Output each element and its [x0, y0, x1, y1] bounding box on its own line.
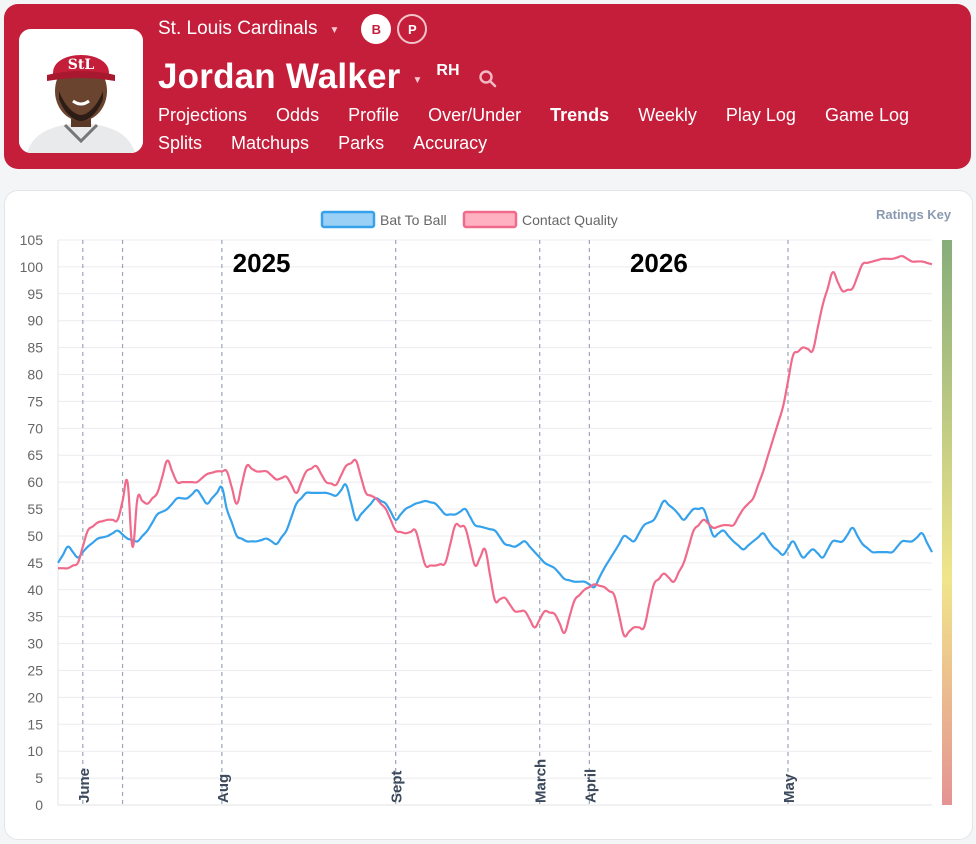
player-name: Jordan Walker [158, 57, 401, 96]
contact-quality-line [57, 254, 933, 638]
nav-projections[interactable]: Projections [158, 105, 248, 125]
nav-row-2: Splits Matchups Parks Accuracy [158, 133, 516, 154]
player-dropdown-caret-icon[interactable]: ▼ [412, 74, 423, 86]
y-tick-label: 95 [27, 286, 43, 302]
y-tick-label: 10 [27, 743, 43, 759]
legend-label[interactable]: Bat To Ball [380, 212, 447, 228]
nav-accuracy[interactable]: Accuracy [413, 133, 488, 153]
month-marker-label: Sept [389, 770, 406, 803]
y-tick-label: 85 [27, 340, 43, 356]
legend-contact-quality[interactable]: Contact Quality [462, 210, 618, 229]
nav-row-1: Projections Odds Profile Over/Under Tren… [158, 105, 938, 126]
handedness-badge: RH [436, 62, 460, 79]
month-marker-label: March [533, 759, 550, 803]
nav-odds[interactable]: Odds [276, 105, 320, 125]
month-marker-label: April [582, 769, 599, 803]
ratings-color-scale [942, 240, 952, 805]
y-tick-label: 50 [27, 528, 43, 544]
y-tick-label: 0 [35, 797, 43, 813]
player-name-row: Jordan Walker ▼ RH [158, 54, 498, 100]
y-tick-label: 5 [35, 770, 43, 786]
legend-swatch[interactable] [462, 210, 518, 229]
player-avatar: StL [19, 29, 143, 153]
y-tick-label: 70 [27, 420, 43, 436]
search-icon[interactable] [478, 69, 498, 89]
legend-swatch[interactable] [320, 210, 376, 229]
y-tick-label: 25 [27, 662, 43, 678]
nav-splits[interactable]: Splits [158, 133, 203, 153]
ratings-key-link[interactable]: Ratings Key [876, 207, 952, 222]
nav-weekly[interactable]: Weekly [638, 105, 697, 125]
y-tick-label: 45 [27, 555, 43, 571]
month-marker-label: Aug [215, 774, 232, 803]
nav-over-under[interactable]: Over/Under [428, 105, 522, 125]
batter-toggle-button[interactable]: B [361, 14, 392, 44]
nav-trends[interactable]: Trends [550, 105, 610, 125]
y-tick-label: 55 [27, 501, 43, 517]
bat-to-ball-line [57, 483, 933, 589]
trends-chart-card [4, 190, 973, 840]
y-tick-label: 75 [27, 393, 43, 409]
svg-text:StL: StL [68, 57, 95, 73]
pitcher-toggle-button[interactable]: P [397, 14, 428, 44]
nav-play-log[interactable]: Play Log [725, 105, 796, 125]
y-tick-label: 65 [27, 447, 43, 463]
team-dropdown-caret-icon[interactable]: ▼ [329, 24, 340, 36]
legend-label[interactable]: Contact Quality [522, 212, 618, 228]
team-selector[interactable]: St. Louis Cardinals ▼ B P [158, 14, 428, 44]
season-label: 2026 [630, 248, 688, 278]
nav-profile[interactable]: Profile [348, 105, 400, 125]
nav-matchups[interactable]: Matchups [231, 133, 310, 153]
y-tick-label: 20 [27, 689, 43, 705]
y-tick-label: 30 [27, 636, 43, 652]
y-tick-label: 90 [27, 313, 43, 329]
y-tick-label: 15 [27, 716, 43, 732]
y-tick-label: 35 [27, 609, 43, 625]
nav-parks[interactable]: Parks [338, 133, 385, 153]
nav-game-log[interactable]: Game Log [824, 105, 909, 125]
y-tick-label: 60 [27, 474, 43, 490]
month-marker-label: May [781, 773, 798, 803]
y-tick-label: 105 [20, 232, 44, 248]
month-marker-label: June [76, 768, 93, 803]
y-tick-label: 80 [27, 367, 43, 383]
legend-bat-to-ball[interactable]: Bat To Ball [320, 210, 447, 229]
team-name[interactable]: St. Louis Cardinals [158, 18, 318, 39]
player-header: StL [4, 4, 971, 169]
y-tick-label: 100 [20, 259, 44, 275]
season-label: 2025 [233, 248, 291, 278]
y-tick-label: 40 [27, 582, 43, 598]
